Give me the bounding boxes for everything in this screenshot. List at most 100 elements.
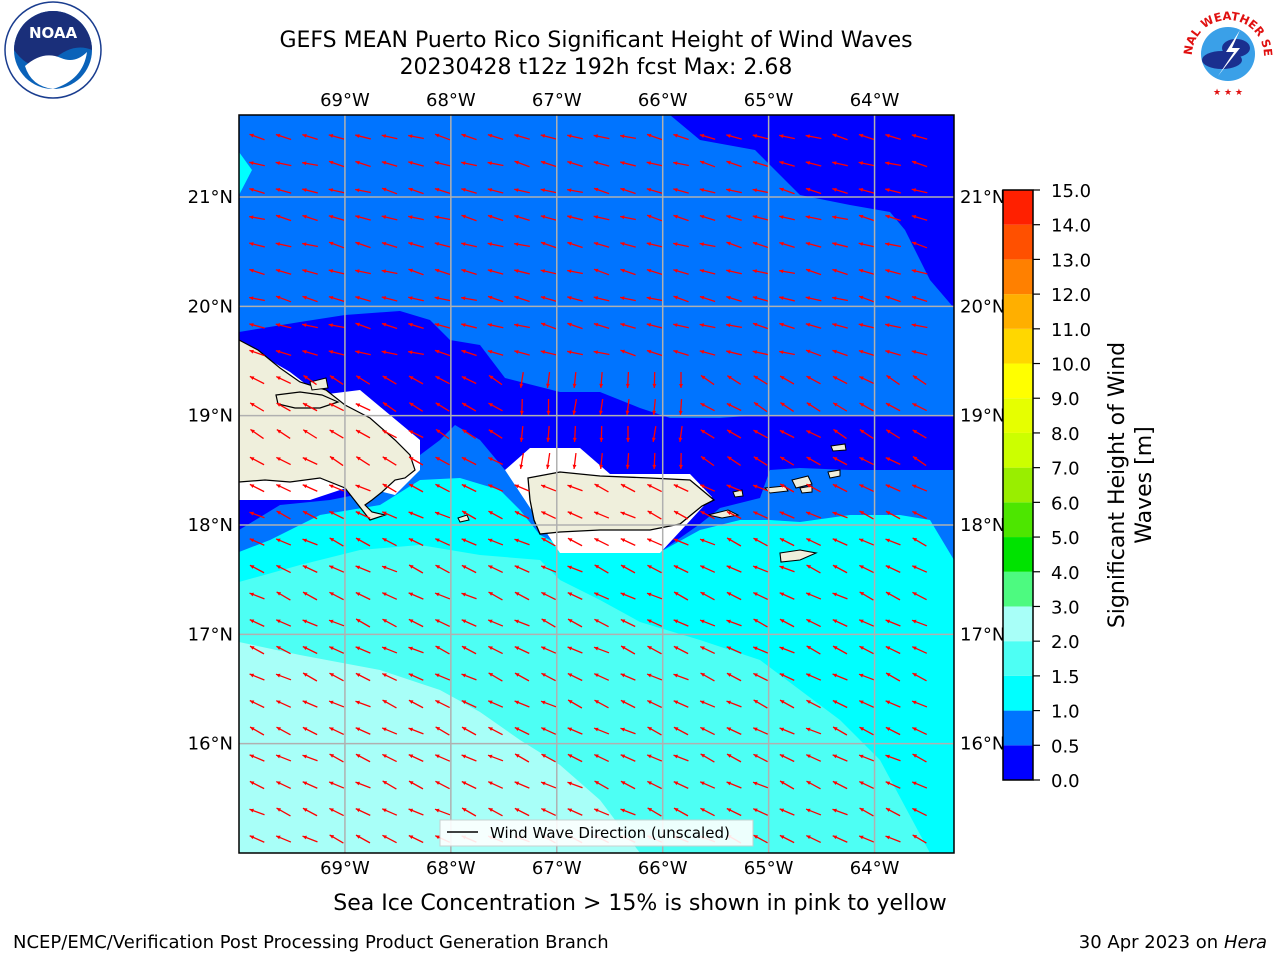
wind-wave-arrowhead [647,727,653,731]
wind-wave-arrowhead [435,402,441,407]
wind-wave-arrowhead [329,565,334,570]
wind-wave-arrowhead [461,296,466,301]
wind-wave-arrowhead [409,457,414,461]
wind-wave-arrowhead [832,457,838,461]
noaa-logo-icon: NOAA [4,1,102,99]
lon-label-top: 69°W [320,90,370,111]
wind-wave-arrowhead [382,700,388,704]
wind-wave-arrowhead [408,619,414,623]
wind-wave-arrowhead [519,410,524,415]
lon-label-bottom: 68°W [426,858,476,879]
wind-wave-arrowhead [249,268,254,273]
wind-wave-arrowhead [355,403,361,408]
wind-wave-arrowhead [700,727,705,731]
wind-wave-arrowhead [435,565,440,569]
wind-wave-arrowhead [355,511,361,516]
wind-wave-arrowhead [620,808,626,813]
wind-wave-arrowhead [355,565,361,570]
wind-wave-arrowhead [885,161,890,166]
wind-wave-arrowhead [541,781,546,786]
wind-wave-arrowhead [726,646,732,651]
wind-wave-arrowhead [303,375,308,380]
wind-wave-arrowhead [780,402,785,407]
colorbar-tick-label: 12.0 [1051,285,1091,306]
lat-label-left: 19°N [188,406,233,427]
wind-wave-arrowhead [329,429,335,434]
wind-wave-arrowhead [249,161,254,166]
wind-wave-arrowhead [540,134,546,138]
wind-wave-arrowhead [859,673,864,678]
wind-wave-arrowhead [302,242,307,247]
wind-wave-arrowhead [647,807,653,812]
wind-wave-arrowhead [276,591,282,596]
wind-wave-arrowhead [726,160,731,165]
wind-wave-arrowhead [598,410,603,415]
wind-wave-arrowhead [572,383,577,388]
wind-wave-arrowhead [382,619,387,623]
wind-wave-arrowhead [408,754,414,759]
lat-label-left: 17°N [188,624,233,645]
wind-wave-arrowhead [912,537,918,542]
wind-wave-arrowhead [514,214,519,219]
wind-wave-arrowhead [249,781,255,785]
svg-text:★ ★ ★: ★ ★ ★ [1213,88,1243,98]
wind-wave-arrowhead [567,592,573,597]
wind-wave-arrowhead [567,727,573,732]
wind-wave-arrowhead [461,619,467,624]
wind-wave-arrowhead [408,808,414,813]
wind-wave-arrowhead [514,350,519,354]
wind-wave-arrowhead [699,269,705,273]
wind-wave-arrowhead [461,457,467,461]
wind-wave-arrowhead [832,296,837,301]
wind-wave-arrowhead [885,538,891,543]
wind-wave-arrowhead [381,241,387,246]
wind-wave-arrowhead [382,483,388,488]
wind-wave-arrowhead [620,673,626,678]
wind-wave-arrowhead [620,349,625,354]
wave-band-2.0-3.0 [239,642,640,853]
wind-wave-arrowhead [753,673,758,677]
wind-wave-arrowhead [435,457,440,461]
wind-wave-arrowhead [620,484,626,488]
wind-wave-arrowhead [699,188,705,192]
wind-wave-arrowhead [488,672,494,677]
wind-wave-arrowhead [647,700,652,705]
wind-wave-arrowhead [514,511,520,515]
wind-wave-arrowhead [275,214,281,219]
wind-wave-arrowhead [752,160,758,165]
chart-title: GEFS MEAN Puerto Rico Significant Height… [279,28,913,53]
wind-wave-arrowhead [355,646,361,651]
wind-wave-arrowhead [885,350,890,354]
wind-wave-arrowhead [726,565,732,570]
colorbar-tick-label: 9.0 [1051,389,1080,410]
wind-wave-arrowhead [329,403,334,407]
wind-wave-arrowhead [567,269,572,274]
wind-wave-arrowhead [779,322,784,327]
wind-wave-arrowhead [646,188,652,192]
lat-label-left: 18°N [188,515,233,536]
wind-wave-arrowhead [567,511,573,516]
wind-wave-arrowhead [541,646,546,651]
wind-wave-arrowhead [646,296,651,301]
wind-wave-arrowhead [275,269,281,273]
colorbar-label-line2: Waves [m] [1132,426,1157,543]
wind-wave-arrowhead [302,808,308,812]
wind-wave-arrowhead [382,187,387,192]
wind-wave-arrowhead [652,383,657,388]
wind-wave-arrowhead [408,511,414,516]
wind-wave-arrowhead [382,538,387,542]
wind-wave-arrowhead [912,754,918,758]
wind-wave-arrowhead [912,429,918,434]
wind-wave-arrowhead [594,754,599,759]
wind-wave-arrowhead [646,349,652,354]
wind-wave-arrowhead [912,727,917,732]
wind-wave-arrowhead [572,437,577,442]
virgin-gorda-land [827,469,841,479]
wind-wave-arrowhead [859,403,865,407]
wind-wave-arrowhead [859,295,864,300]
wind-wave-arrowhead [276,727,281,731]
wind-wave-arrowhead [859,457,864,461]
wind-wave-arrowhead [832,700,838,705]
wind-wave-arrowhead [806,511,811,516]
